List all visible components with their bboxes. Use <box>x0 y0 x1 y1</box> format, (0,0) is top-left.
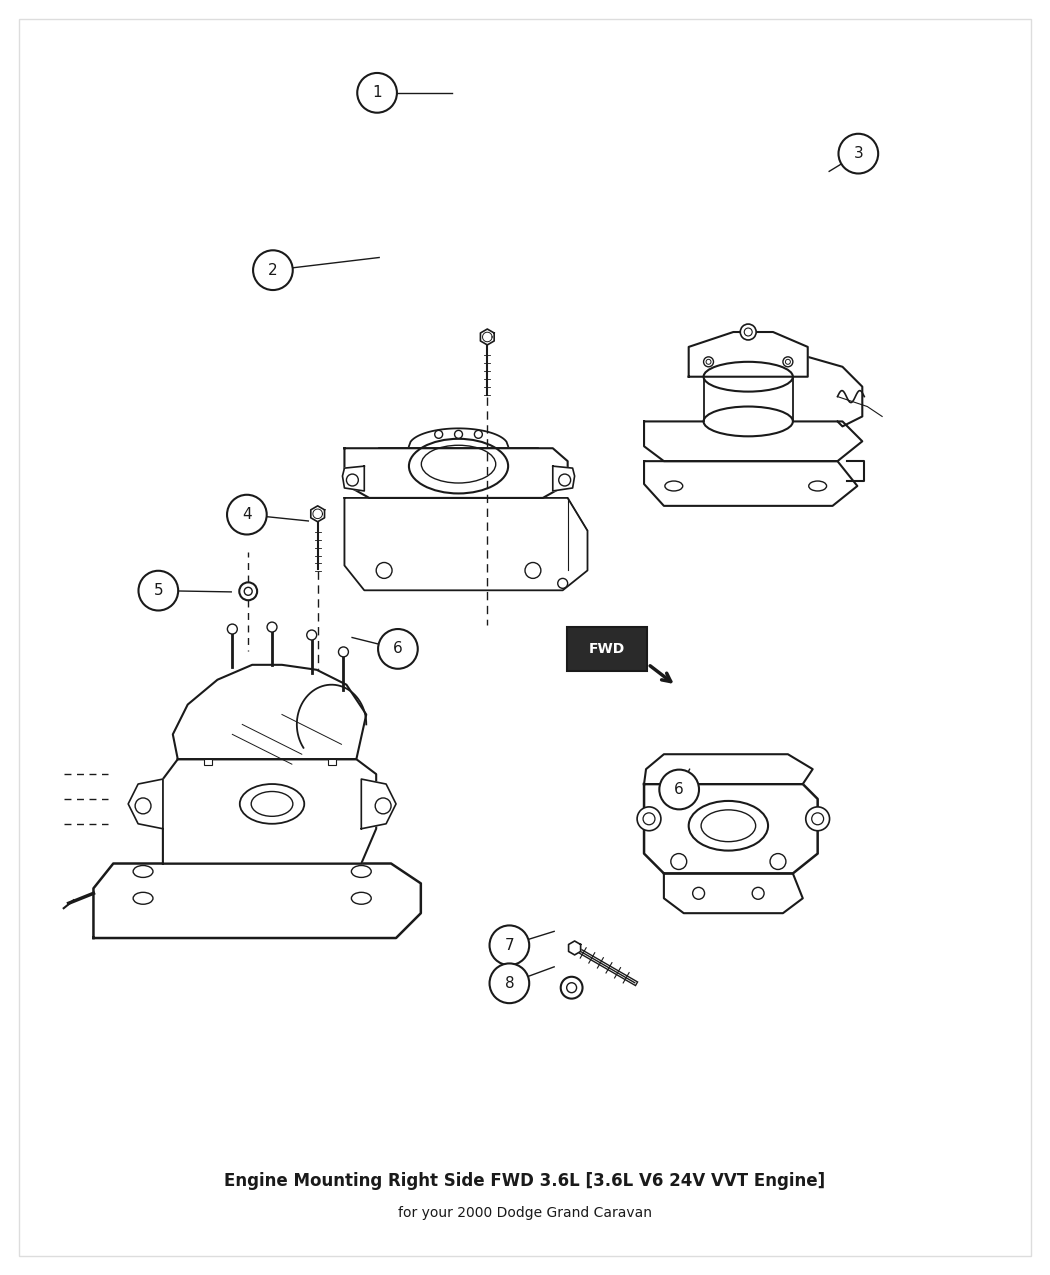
Polygon shape <box>361 779 396 829</box>
Circle shape <box>338 646 349 657</box>
Circle shape <box>435 431 443 439</box>
Text: 6: 6 <box>393 641 403 657</box>
Bar <box>204 759 211 765</box>
Circle shape <box>475 431 482 439</box>
Circle shape <box>239 583 257 601</box>
Text: FWD: FWD <box>589 641 626 655</box>
Text: for your 2000 Dodge Grand Caravan: for your 2000 Dodge Grand Caravan <box>398 1206 652 1220</box>
Circle shape <box>455 431 462 439</box>
Polygon shape <box>173 664 366 759</box>
Polygon shape <box>128 779 163 829</box>
Bar <box>328 759 336 765</box>
Ellipse shape <box>239 784 304 824</box>
Polygon shape <box>93 863 421 938</box>
Text: 3: 3 <box>854 147 863 161</box>
Circle shape <box>805 807 830 831</box>
Polygon shape <box>344 449 568 499</box>
Polygon shape <box>552 467 574 491</box>
Ellipse shape <box>704 362 793 391</box>
Circle shape <box>740 324 756 340</box>
Circle shape <box>253 250 293 289</box>
Circle shape <box>489 926 529 965</box>
Polygon shape <box>644 422 862 462</box>
Circle shape <box>783 357 793 367</box>
Circle shape <box>489 964 529 1003</box>
Polygon shape <box>311 506 324 521</box>
FancyBboxPatch shape <box>567 627 648 671</box>
Circle shape <box>378 629 418 669</box>
Polygon shape <box>163 759 376 863</box>
Text: 2: 2 <box>268 263 278 278</box>
Text: 5: 5 <box>153 583 163 598</box>
Polygon shape <box>644 462 858 506</box>
Polygon shape <box>689 332 807 376</box>
Circle shape <box>228 623 237 634</box>
Text: 8: 8 <box>505 975 514 991</box>
Circle shape <box>704 357 714 367</box>
Ellipse shape <box>704 407 793 436</box>
Circle shape <box>267 622 277 632</box>
Text: 4: 4 <box>243 507 252 523</box>
Polygon shape <box>342 467 364 491</box>
Circle shape <box>139 571 178 611</box>
Polygon shape <box>644 755 813 784</box>
Polygon shape <box>344 499 588 590</box>
Circle shape <box>227 495 267 534</box>
Polygon shape <box>481 329 495 346</box>
Circle shape <box>637 807 660 831</box>
Text: 1: 1 <box>373 85 382 101</box>
Circle shape <box>357 73 397 112</box>
Polygon shape <box>644 784 818 873</box>
Text: Engine Mounting Right Side FWD 3.6L [3.6L V6 24V VVT Engine]: Engine Mounting Right Side FWD 3.6L [3.6… <box>225 1173 825 1191</box>
Polygon shape <box>569 941 581 955</box>
Circle shape <box>839 134 878 173</box>
Text: 7: 7 <box>505 938 514 952</box>
Ellipse shape <box>689 801 768 850</box>
Text: 6: 6 <box>674 782 684 797</box>
Polygon shape <box>664 873 803 913</box>
Circle shape <box>307 630 317 640</box>
Circle shape <box>561 977 583 998</box>
Circle shape <box>659 770 699 810</box>
